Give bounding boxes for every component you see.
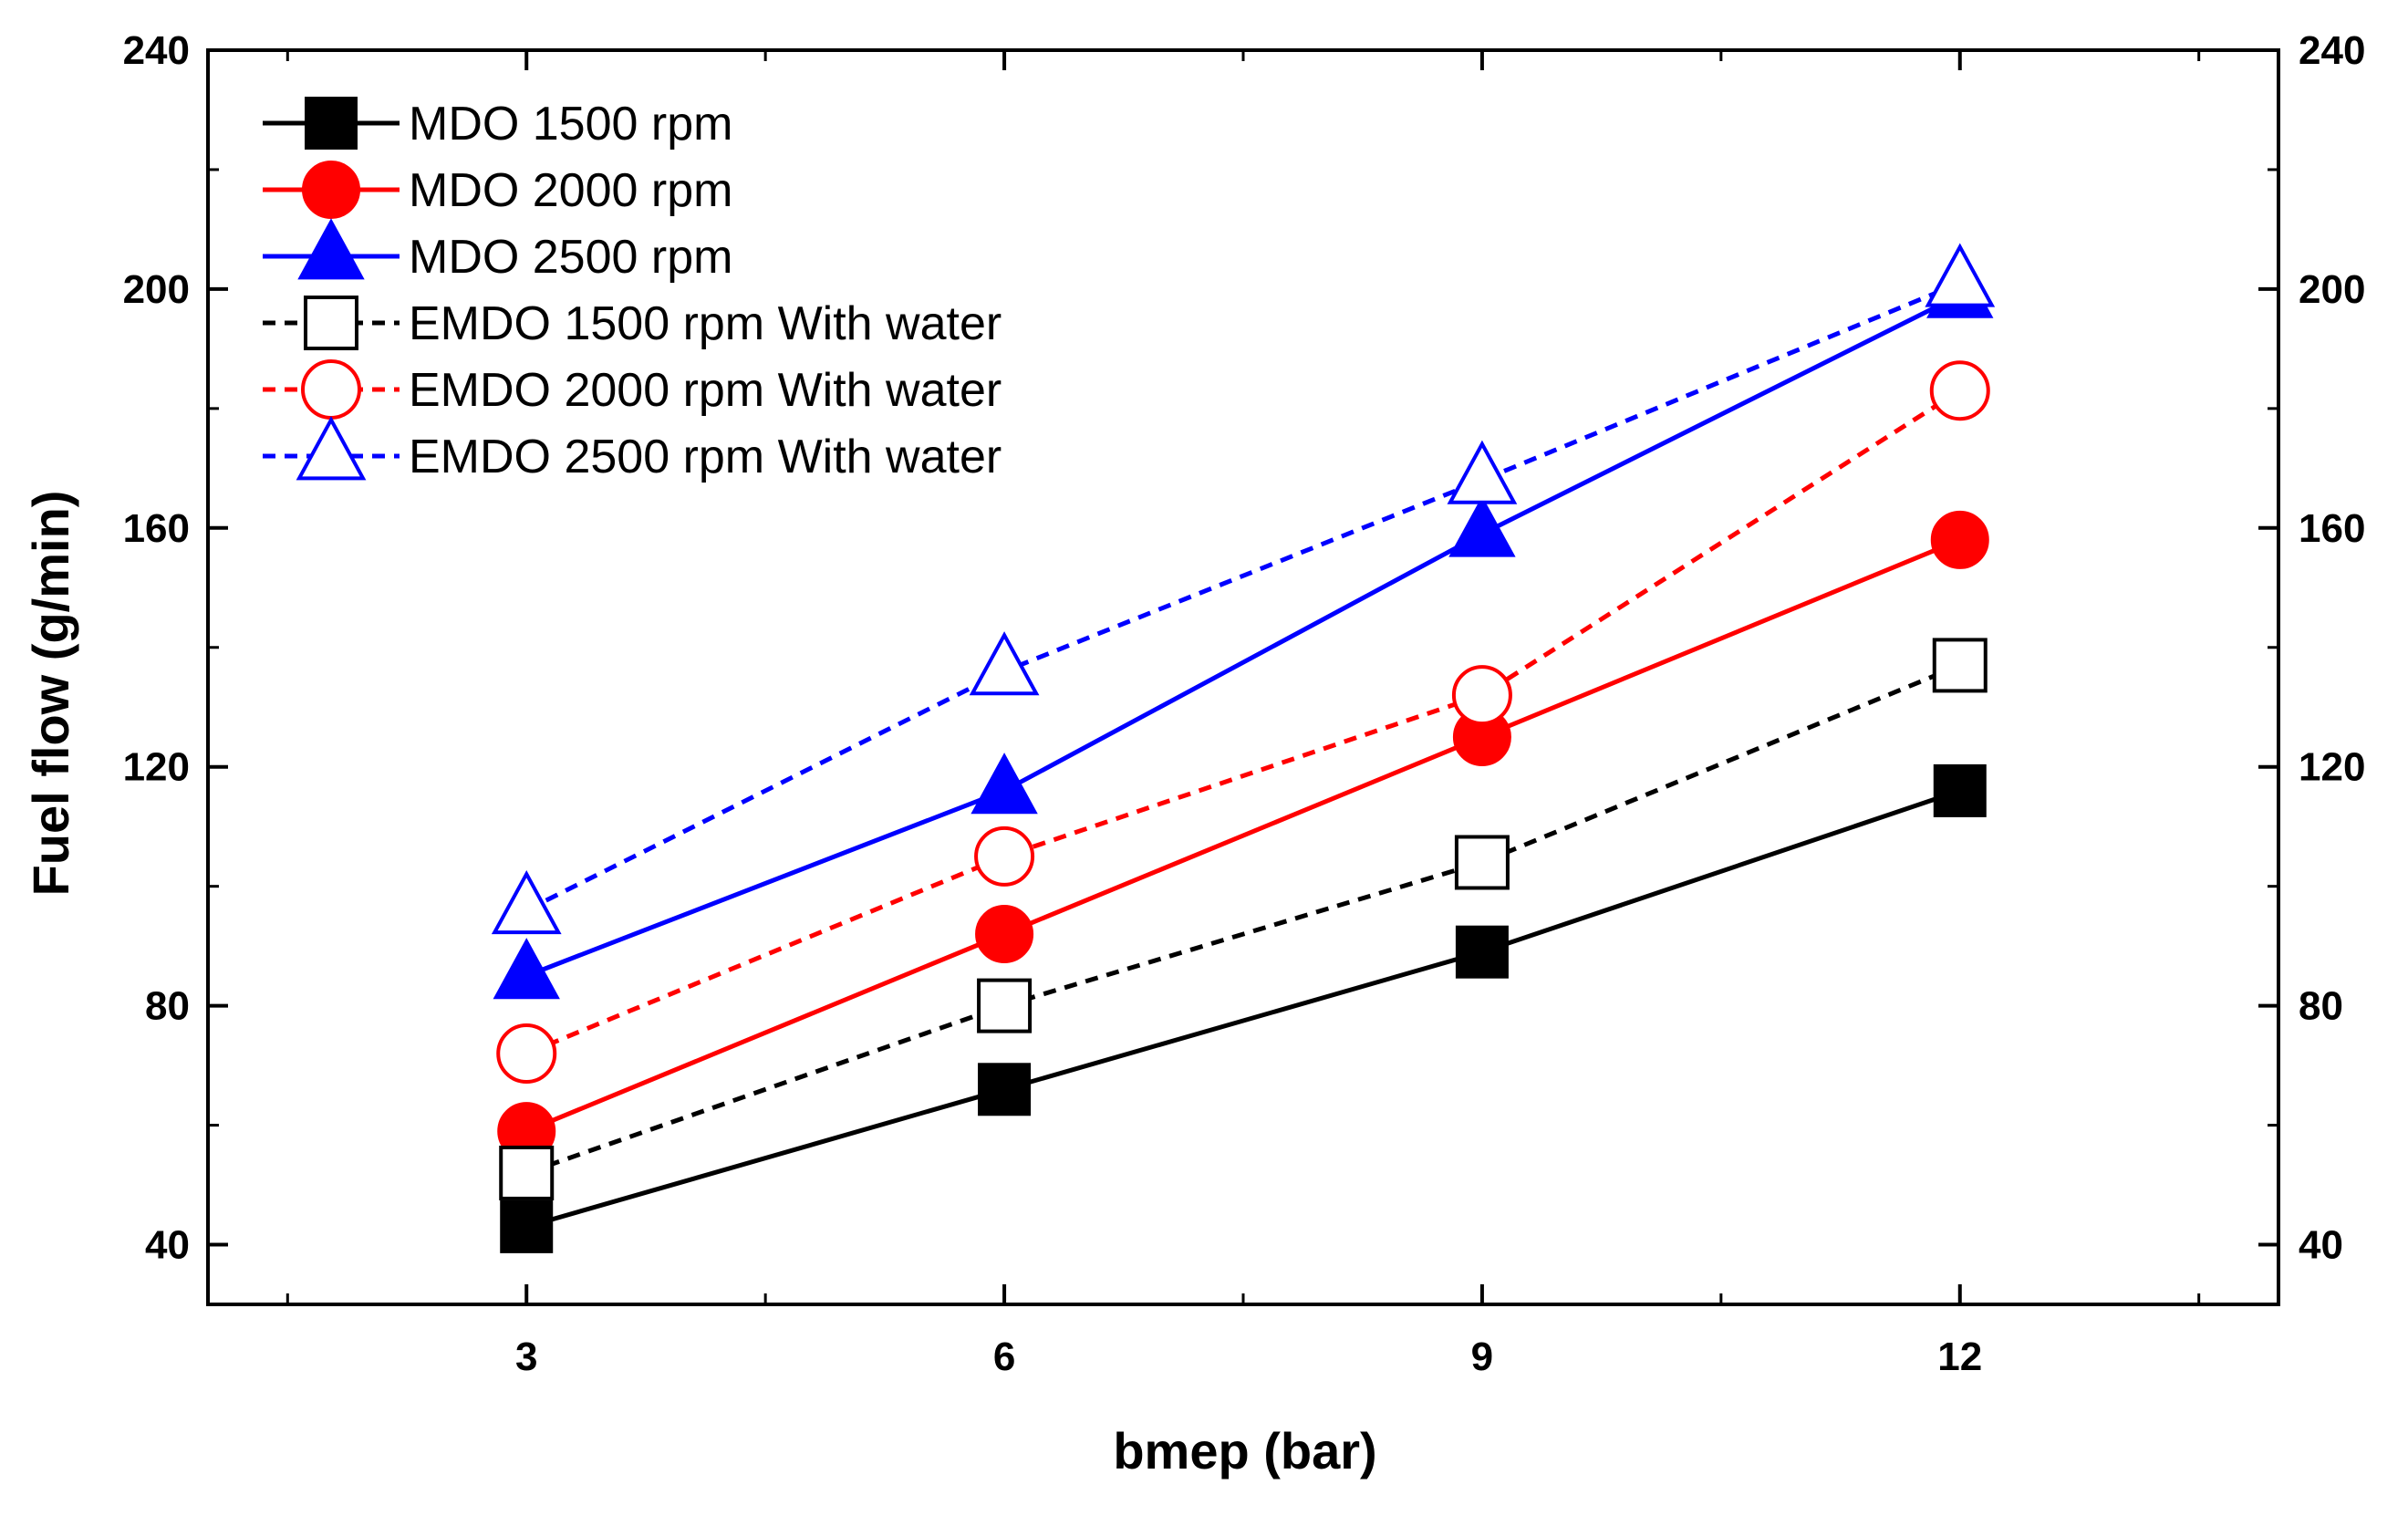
data-point-s4-0 bbox=[496, 1023, 557, 1084]
data-point-s3-1 bbox=[977, 978, 1033, 1033]
legend-marker-1 bbox=[302, 161, 360, 219]
data-point-s3-0 bbox=[499, 1145, 555, 1200]
legend-label-5: EMDO 2500 rpm With water bbox=[409, 431, 1002, 483]
legend-label-3: EMDO 1500 rpm With water bbox=[409, 297, 1002, 350]
legend-marker-5 bbox=[296, 416, 367, 481]
series-line-5 bbox=[525, 281, 1961, 913]
right-y-tick-label: 120 bbox=[2299, 745, 2365, 790]
data-point-s2-2 bbox=[1448, 495, 1516, 557]
x-tick-label: 3 bbox=[515, 1334, 537, 1379]
y-tick-label: 120 bbox=[123, 745, 190, 790]
data-point-s5-1 bbox=[969, 631, 1040, 696]
series-line-1 bbox=[525, 537, 1961, 1134]
right-y-tick-label: 160 bbox=[2299, 506, 2365, 551]
data-point-s0-3 bbox=[1933, 763, 1987, 817]
data-point-s1-3 bbox=[1930, 510, 1989, 569]
series-line-3 bbox=[525, 663, 1961, 1176]
legend-marker-2 bbox=[297, 218, 365, 280]
legend-marker-0 bbox=[305, 97, 358, 150]
data-point-s3-2 bbox=[1454, 835, 1510, 890]
data-point-s5-0 bbox=[491, 870, 562, 935]
y-tick-label: 80 bbox=[145, 984, 190, 1029]
legend-label-0: MDO 1500 rpm bbox=[409, 98, 732, 151]
data-point-s4-2 bbox=[1451, 665, 1512, 726]
x-tick-label: 12 bbox=[1937, 1334, 1982, 1379]
data-point-s5-3 bbox=[1925, 243, 1996, 307]
y-tick-label: 40 bbox=[145, 1223, 190, 1268]
series-line-0 bbox=[525, 788, 1961, 1230]
x-tick-label: 6 bbox=[993, 1334, 1015, 1379]
legend-label-1: MDO 2000 rpm bbox=[409, 164, 732, 217]
legend-label-2: MDO 2500 rpm bbox=[409, 231, 732, 284]
data-point-s3-3 bbox=[1932, 638, 1988, 693]
data-point-s1-1 bbox=[975, 905, 1034, 964]
right-y-tick-label: 80 bbox=[2299, 984, 2343, 1029]
legend-marker-3 bbox=[304, 296, 358, 350]
data-point-s4-1 bbox=[974, 825, 1035, 887]
data-point-s4-3 bbox=[1929, 360, 1990, 421]
data-point-s0-0 bbox=[500, 1199, 554, 1253]
y-tick-label: 200 bbox=[123, 267, 190, 312]
legend-marker-4 bbox=[301, 359, 361, 420]
legend-label-4: EMDO 2000 rpm With water bbox=[409, 364, 1002, 417]
data-point-s0-1 bbox=[978, 1063, 1032, 1116]
data-point-s5-2 bbox=[1447, 440, 1518, 504]
data-point-s0-2 bbox=[1455, 925, 1509, 979]
series-line-2 bbox=[525, 293, 1961, 979]
right-y-tick-label: 240 bbox=[2299, 28, 2365, 73]
right-y-tick-label: 200 bbox=[2299, 267, 2365, 312]
y-axis-title: Fuel flow (g/min) bbox=[22, 491, 79, 897]
data-point-s2-0 bbox=[493, 938, 560, 1000]
y-tick-label: 240 bbox=[123, 28, 190, 73]
data-point-s2-1 bbox=[970, 753, 1038, 815]
x-axis-title: bmep (bar) bbox=[1113, 1422, 1376, 1480]
right-y-tick-label: 40 bbox=[2299, 1223, 2343, 1268]
series-line-4 bbox=[525, 389, 1962, 1056]
y-tick-label: 160 bbox=[123, 506, 190, 551]
x-tick-label: 9 bbox=[1471, 1334, 1493, 1379]
